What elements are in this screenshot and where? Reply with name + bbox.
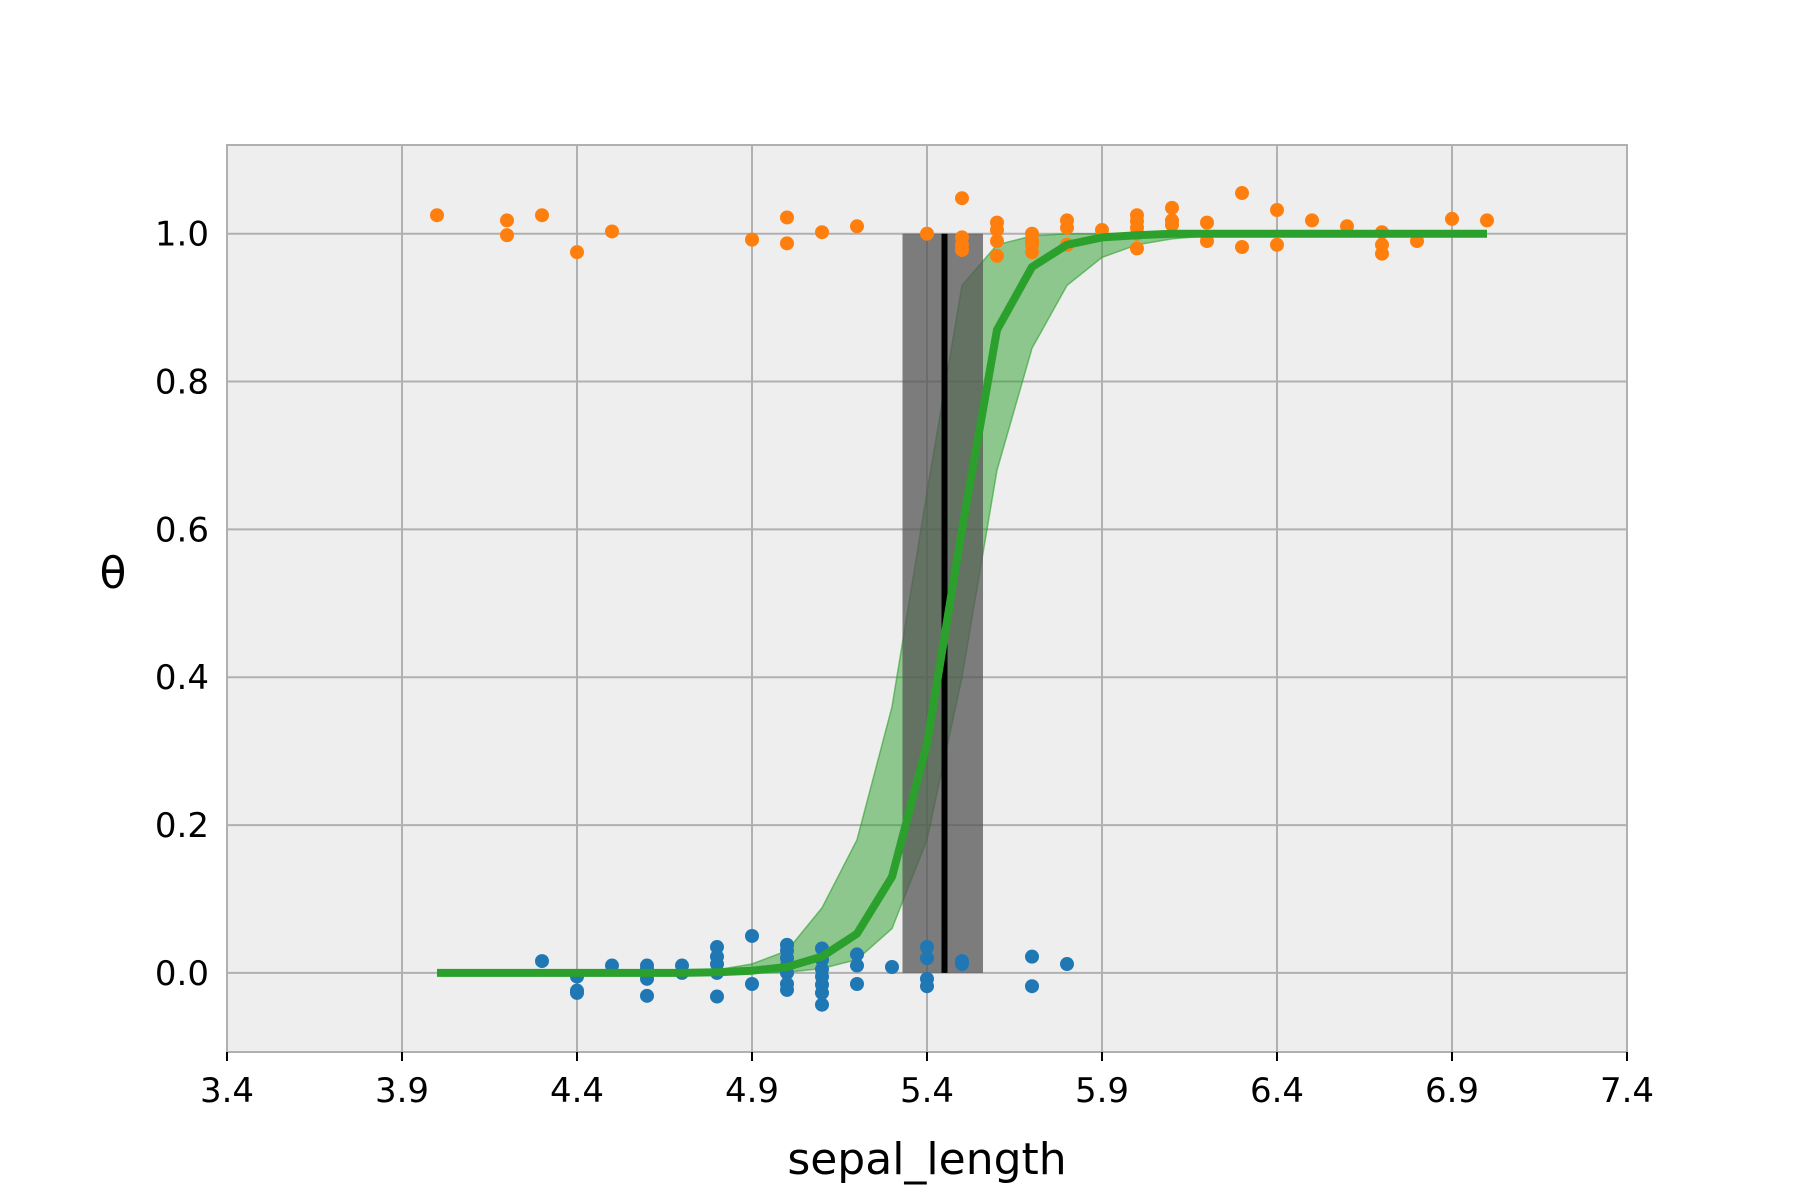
- x-tick-label: 6.4: [1250, 1071, 1304, 1111]
- class0-point: [920, 951, 934, 966]
- x-tick-label: 3.9: [375, 1071, 429, 1111]
- x-tick-label: 3.4: [200, 1071, 254, 1111]
- class1-point: [1270, 237, 1284, 252]
- class0-point: [1025, 949, 1039, 964]
- class1-point: [850, 219, 864, 234]
- x-tick-label: 5.4: [900, 1071, 954, 1111]
- class0-point: [710, 940, 724, 955]
- class0-point: [1060, 957, 1074, 972]
- class1-point: [500, 213, 514, 228]
- class1-point: [605, 224, 619, 239]
- class0-point: [640, 988, 654, 1003]
- class0-point: [1025, 979, 1039, 994]
- class1-point: [1235, 240, 1249, 255]
- class0-point: [745, 976, 759, 991]
- y-tick-label: 0.6: [155, 510, 209, 550]
- class1-point: [920, 226, 934, 241]
- curve-layer: [437, 229, 1487, 977]
- class1-point: [570, 245, 584, 260]
- y-tick-label: 1.0: [155, 215, 209, 255]
- class1-point: [1165, 200, 1179, 215]
- class1-point: [1165, 217, 1179, 232]
- class1-point: [990, 223, 1004, 238]
- y-tick-label: 0.4: [155, 658, 209, 698]
- class0-point: [710, 989, 724, 1004]
- class0-point: [850, 958, 864, 973]
- class0-point: [920, 979, 934, 994]
- x-tick-label: 4.9: [725, 1071, 779, 1111]
- x-tick-label: 6.9: [1425, 1071, 1479, 1111]
- class1-point: [1235, 186, 1249, 201]
- class1-point: [1200, 215, 1214, 230]
- class1-point: [430, 208, 444, 223]
- class0-point: [570, 983, 584, 998]
- class1-point: [1480, 213, 1494, 228]
- y-tick-label: 0.2: [155, 806, 209, 846]
- class1-point: [1270, 203, 1284, 218]
- class1-point: [1375, 246, 1389, 261]
- class1-point: [780, 236, 794, 251]
- y-axis-label: θ: [100, 548, 127, 599]
- class1-point: [1305, 213, 1319, 228]
- class1-point: [780, 210, 794, 225]
- class1-point: [1130, 241, 1144, 256]
- class0-point: [535, 954, 549, 969]
- y-tick-label: 0.0: [155, 954, 209, 994]
- class0-point: [745, 928, 759, 943]
- y-tick-label: 0.8: [155, 363, 209, 403]
- theta-mean-curve: [437, 229, 1487, 977]
- class1-point: [815, 225, 829, 240]
- class1-point: [955, 191, 969, 206]
- x-tick-label: 7.4: [1600, 1071, 1654, 1111]
- class0-point: [815, 997, 829, 1012]
- x-axis-label: sepal_length: [787, 1134, 1066, 1185]
- class0-point: [920, 940, 934, 955]
- class1-point: [990, 248, 1004, 263]
- class1-point: [990, 234, 1004, 249]
- class1-point: [1060, 220, 1074, 235]
- class1-point: [500, 228, 514, 243]
- y-ticks: 0.0 0.2 0.4 0.6 0.8 1.0: [155, 215, 209, 994]
- x-tick-label: 4.4: [550, 1071, 604, 1111]
- class1-point: [535, 208, 549, 223]
- x-tick-label: 5.9: [1075, 1071, 1129, 1111]
- class0-point: [850, 947, 864, 962]
- class0-point: [955, 957, 969, 972]
- class0-point: [815, 985, 829, 1000]
- class0-point: [780, 982, 794, 997]
- class0-point: [850, 976, 864, 991]
- class1-point: [955, 242, 969, 257]
- class1-point: [745, 232, 759, 247]
- class1-point: [1445, 211, 1459, 226]
- class0-point: [885, 959, 899, 974]
- x-ticks: 3.4 3.9 4.4 4.9 5.4 5.9 6.4 6.9 7.4: [200, 1052, 1654, 1111]
- class1-point: [1025, 245, 1039, 260]
